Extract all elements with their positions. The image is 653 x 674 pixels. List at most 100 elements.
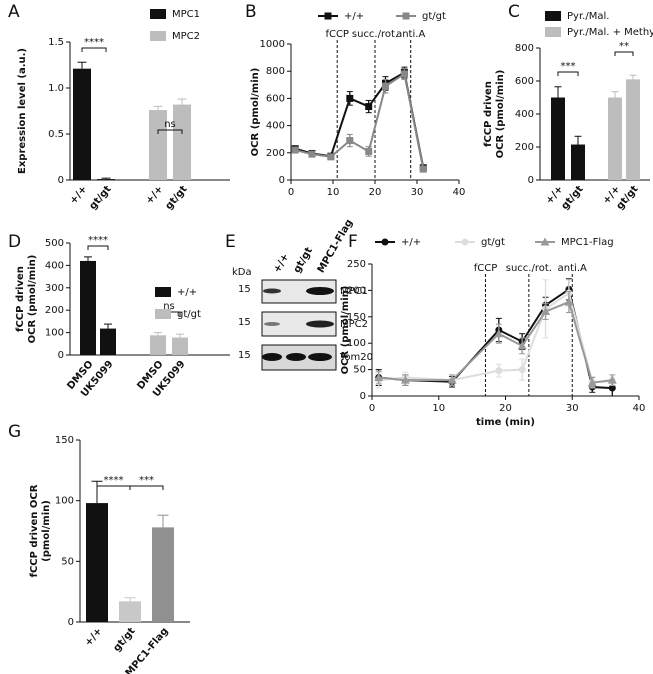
- bar: [173, 104, 191, 180]
- bar: [571, 144, 585, 180]
- bar: [97, 179, 115, 180]
- y-tick-label: 1.5: [48, 37, 64, 48]
- blot-marker: 15: [238, 317, 251, 328]
- blot-row-label: MPC2: [340, 319, 368, 330]
- point: [308, 150, 316, 158]
- y-tick-label: 200: [347, 285, 366, 296]
- blot-marker: 15: [238, 284, 251, 295]
- legend-swatch: [155, 287, 171, 297]
- significance-bracket: [157, 129, 183, 134]
- y-tick-label: 600: [266, 93, 285, 104]
- bar: [551, 97, 565, 180]
- bar: [172, 337, 188, 355]
- blot-row-label: MPC1: [340, 286, 368, 297]
- band: [308, 353, 332, 361]
- panel-letter: G: [8, 422, 21, 442]
- point: [346, 137, 354, 145]
- band: [263, 288, 281, 294]
- point: [564, 297, 574, 306]
- y-tick-label: 0: [528, 175, 534, 186]
- x-tick-label: 0: [288, 187, 294, 198]
- y-tick-label: 200: [266, 148, 285, 159]
- y-tick-label: 400: [515, 109, 534, 120]
- significance-bracket: [129, 485, 164, 490]
- bar: [80, 260, 96, 355]
- legend-label: MPC1-Flag: [561, 237, 614, 248]
- legend-swatch: [545, 27, 561, 37]
- y-axis-label: OCR (pmol/min): [340, 286, 351, 375]
- y-tick-label: 600: [515, 76, 534, 87]
- y-tick-label: 200: [515, 142, 534, 153]
- y-axis-label: fCCP driven OCR: [29, 484, 40, 577]
- bar: [150, 335, 166, 355]
- point: [541, 307, 551, 316]
- x-tick-label: gt/gt: [111, 626, 137, 654]
- point: [365, 147, 373, 155]
- blot-unit: kDa: [232, 267, 252, 278]
- legend-label: MPC1: [172, 9, 200, 20]
- legend-label: gt/gt: [177, 309, 201, 320]
- panel-letter: B: [245, 2, 257, 22]
- legend-swatch: [155, 309, 171, 319]
- y-axis-label: OCR (pmol/min): [250, 68, 261, 157]
- blot-row-label: Tom20: [339, 352, 373, 363]
- y-tick-label: 0: [68, 617, 74, 628]
- point: [608, 384, 616, 392]
- y-axis-label: Expression level (a.u.): [17, 48, 28, 174]
- y-tick-label: 150: [55, 435, 74, 446]
- x-tick-label: 0: [369, 403, 375, 414]
- point: [494, 329, 504, 338]
- x-tick-label: gt/gt: [163, 184, 189, 212]
- injection-label: fCCP: [474, 263, 498, 274]
- x-tick-label: gt/gt: [87, 184, 113, 212]
- x-tick-label: 40: [453, 187, 466, 198]
- significance-bracket: [614, 51, 634, 56]
- y-tick-label: 100: [347, 338, 366, 349]
- y-tick-label: 150: [347, 312, 366, 323]
- legend-label: Pyr./Mal.: [567, 11, 609, 22]
- y-axis-label: OCR (pmol/min): [495, 70, 506, 159]
- significance-label: ****: [104, 475, 124, 486]
- y-tick-label: 500: [45, 238, 64, 249]
- y-tick-label: 400: [45, 260, 64, 271]
- x-tick-label: 40: [633, 403, 646, 414]
- point: [327, 153, 335, 161]
- band: [262, 353, 282, 361]
- significance-label: ***: [561, 61, 576, 72]
- point: [495, 367, 503, 375]
- y-tick-label: 100: [45, 328, 64, 339]
- significance-label: ns: [164, 119, 176, 130]
- bar: [626, 79, 640, 180]
- bar: [100, 328, 116, 355]
- legend-swatch: [545, 11, 561, 21]
- bar: [86, 503, 108, 622]
- significance-label: ns: [163, 301, 175, 312]
- x-tick-label: 30: [411, 187, 424, 198]
- significance-bracket: [96, 485, 131, 490]
- bar: [152, 527, 174, 622]
- legend-marker: [381, 238, 389, 246]
- panel-letter: E: [225, 232, 236, 252]
- band: [306, 287, 334, 295]
- legend-swatch: [150, 31, 166, 41]
- y-tick-label: 0: [360, 391, 366, 402]
- panel-letter: A: [8, 2, 20, 22]
- legend-label: gt/gt: [422, 11, 446, 22]
- y-axis-label: (pmol/min): [41, 500, 52, 562]
- y-tick-label: 50: [61, 556, 74, 567]
- injection-label: anti.A: [396, 29, 425, 40]
- y-axis-label: fCCP driven: [483, 81, 494, 147]
- injection-label: succ./rot.: [352, 29, 398, 40]
- x-tick-label: 20: [369, 187, 382, 198]
- panel-letter: C: [508, 2, 520, 22]
- band: [286, 353, 306, 361]
- legend-label: +/+: [344, 11, 364, 22]
- x-tick-label: 10: [432, 403, 445, 414]
- panel-letter: D: [8, 232, 21, 252]
- bar: [119, 601, 141, 622]
- panel-letter: F: [348, 232, 358, 252]
- legend-swatch: [150, 9, 166, 19]
- y-tick-label: 100: [55, 496, 74, 507]
- bar: [149, 110, 167, 180]
- legend-label: gt/gt: [481, 237, 505, 248]
